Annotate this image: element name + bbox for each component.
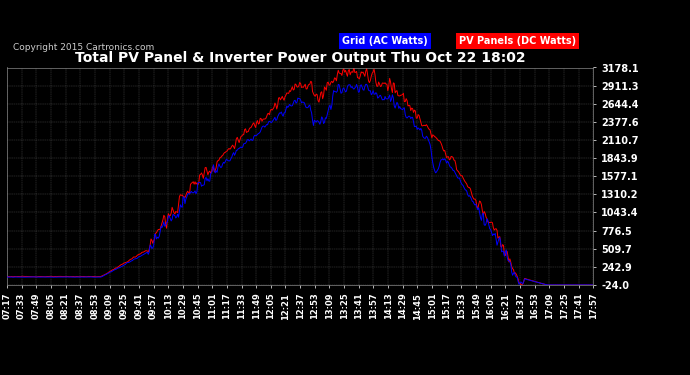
Text: Copyright 2015 Cartronics.com: Copyright 2015 Cartronics.com [13, 43, 154, 52]
Text: PV Panels (DC Watts): PV Panels (DC Watts) [459, 36, 575, 46]
Title: Total PV Panel & Inverter Power Output Thu Oct 22 18:02: Total PV Panel & Inverter Power Output T… [75, 51, 526, 65]
Text: Grid (AC Watts): Grid (AC Watts) [342, 36, 428, 46]
